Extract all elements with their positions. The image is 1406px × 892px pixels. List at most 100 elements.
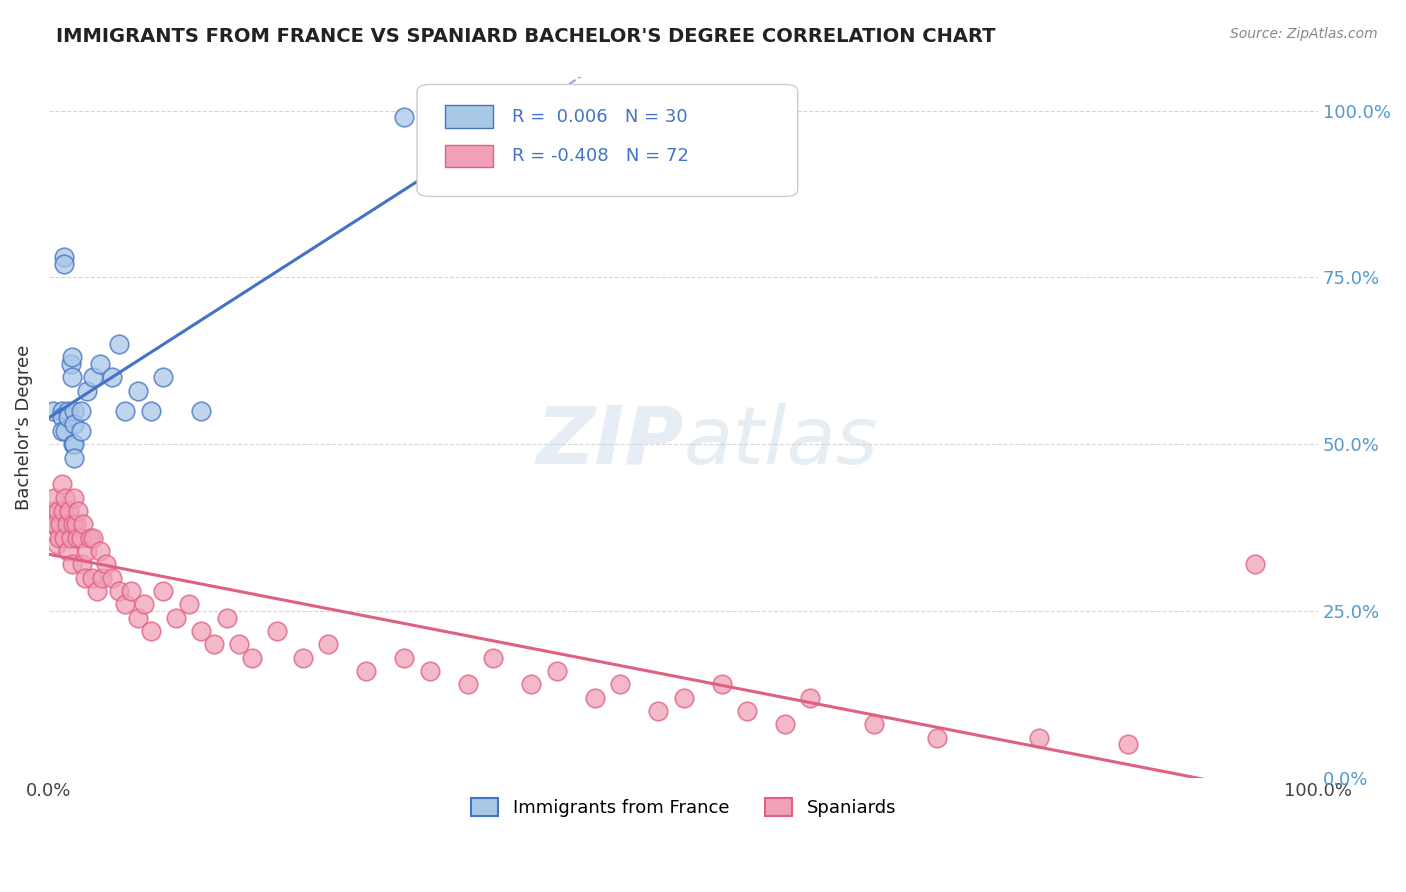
Point: [394, 111, 416, 125]
Point: [127, 610, 149, 624]
Point: [927, 731, 949, 745]
Point: [51, 404, 73, 418]
Text: R = -0.408   N = 72: R = -0.408 N = 72: [512, 147, 689, 165]
Point: [73, 570, 96, 584]
Point: [79, 531, 101, 545]
Text: ZIP: ZIP: [536, 402, 683, 481]
Point: [60, 370, 83, 384]
Point: [46, 504, 69, 518]
Point: [190, 624, 212, 638]
Point: [94, 558, 117, 572]
Point: [44, 517, 66, 532]
Point: [67, 504, 90, 518]
Point: [647, 704, 669, 718]
Point: [55, 491, 77, 505]
Point: [56, 404, 79, 418]
FancyBboxPatch shape: [444, 105, 494, 128]
Point: [710, 677, 733, 691]
Point: [520, 677, 543, 691]
Point: [82, 531, 104, 545]
Text: Source: ZipAtlas.com: Source: ZipAtlas.com: [1230, 27, 1378, 41]
Point: [59, 357, 82, 371]
Point: [107, 583, 129, 598]
Point: [356, 664, 378, 678]
Point: [63, 450, 86, 465]
Point: [41, 517, 63, 532]
Point: [121, 583, 143, 598]
Point: [51, 477, 73, 491]
FancyBboxPatch shape: [444, 145, 494, 167]
Point: [72, 517, 94, 532]
Point: [101, 570, 124, 584]
Point: [91, 570, 114, 584]
Point: [66, 531, 89, 545]
Point: [152, 583, 174, 598]
Point: [62, 437, 84, 451]
Point: [1028, 731, 1050, 745]
Point: [165, 610, 187, 624]
Point: [51, 410, 73, 425]
Point: [59, 531, 82, 545]
Point: [546, 664, 568, 678]
Point: [457, 677, 479, 691]
Point: [1243, 558, 1265, 572]
Point: [42, 491, 65, 505]
Point: [63, 491, 86, 505]
Point: [53, 257, 76, 271]
Point: [139, 624, 162, 638]
Point: [60, 351, 83, 365]
Text: R =  0.006   N = 30: R = 0.006 N = 30: [512, 108, 688, 126]
Text: atlas: atlas: [683, 402, 879, 481]
Point: [291, 650, 314, 665]
Point: [42, 404, 65, 418]
Point: [773, 717, 796, 731]
Point: [69, 531, 91, 545]
Point: [228, 637, 250, 651]
Point: [52, 504, 75, 518]
Point: [63, 404, 86, 418]
Point: [70, 558, 93, 572]
Point: [482, 650, 505, 665]
Point: [42, 504, 65, 518]
Point: [63, 437, 86, 451]
Point: [69, 404, 91, 418]
Point: [177, 597, 200, 611]
Point: [114, 597, 136, 611]
Point: [419, 664, 441, 678]
Point: [609, 677, 631, 691]
Point: [62, 517, 84, 532]
Point: [114, 404, 136, 418]
Point: [240, 650, 263, 665]
Point: [53, 251, 76, 265]
Point: [672, 690, 695, 705]
Point: [69, 424, 91, 438]
Point: [49, 517, 72, 532]
Point: [63, 417, 86, 432]
FancyBboxPatch shape: [418, 85, 797, 196]
Point: [152, 370, 174, 384]
Point: [60, 558, 83, 572]
Point: [190, 404, 212, 418]
Y-axis label: Bachelor's Degree: Bachelor's Degree: [15, 345, 32, 510]
Point: [266, 624, 288, 638]
Point: [1116, 737, 1139, 751]
Point: [48, 531, 70, 545]
Point: [56, 544, 79, 558]
Point: [215, 610, 238, 624]
Point: [134, 597, 156, 611]
Point: [583, 690, 606, 705]
Point: [316, 637, 339, 651]
Point: [127, 384, 149, 398]
Point: [76, 544, 98, 558]
Point: [82, 370, 104, 384]
Text: IMMIGRANTS FROM FRANCE VS SPANIARD BACHELOR'S DEGREE CORRELATION CHART: IMMIGRANTS FROM FRANCE VS SPANIARD BACHE…: [56, 27, 995, 45]
Point: [101, 370, 124, 384]
Point: [86, 583, 108, 598]
Point: [53, 531, 76, 545]
Point: [394, 650, 416, 665]
Point: [55, 424, 77, 438]
Point: [65, 517, 87, 532]
Point: [55, 517, 77, 532]
Point: [107, 337, 129, 351]
Point: [76, 384, 98, 398]
